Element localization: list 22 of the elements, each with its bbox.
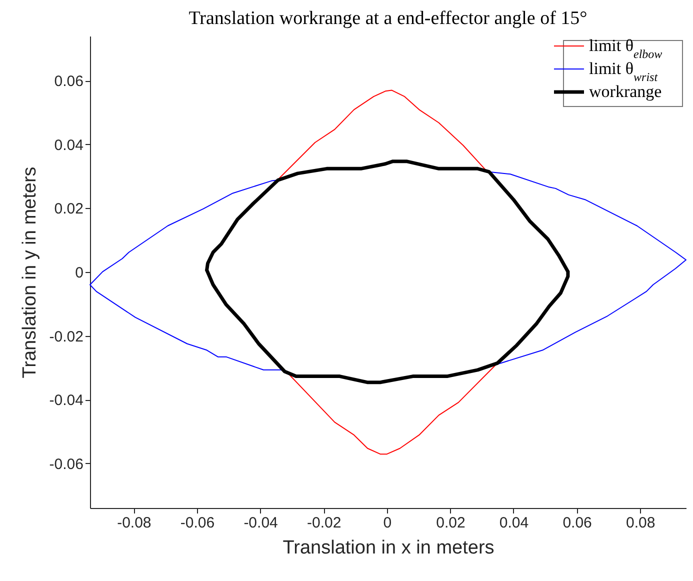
chart-title: Translation workrange at a end-effector angle of 15° [188, 8, 588, 29]
x-tick-label: 0.02 [436, 514, 466, 532]
x-tick-label: 0 [383, 514, 392, 532]
y-tick-label: 0.06 [54, 73, 84, 90]
y-tick-label: 0.04 [54, 136, 84, 154]
legend-label: limit θ$_{wrist}$ [589, 59, 658, 84]
y-tick-label: 0 [75, 264, 84, 282]
y-tick-label: -0.04 [49, 392, 84, 410]
x-tick-label: 0.04 [499, 514, 529, 532]
x-tick-label: -0.06 [180, 514, 215, 532]
y-axis-title: Translation in y in meters [19, 166, 40, 378]
y-tick-label: 0.02 [54, 200, 84, 218]
x-tick-label: 0.08 [626, 514, 656, 532]
legend-label: limit θ$_{elbow}$ [589, 36, 662, 61]
legend-label: workrange [589, 82, 662, 101]
x-tick-label: -0.08 [117, 514, 152, 532]
y-tick-label: -0.02 [49, 328, 84, 346]
x-tick-label: -0.04 [244, 514, 278, 532]
y-tick-label: -0.06 [49, 456, 84, 473]
x-tick-label: -0.02 [306, 514, 342, 532]
x-axis-title: Translation in x in meters [282, 538, 494, 558]
x-tick-label: 0.06 [562, 514, 592, 532]
